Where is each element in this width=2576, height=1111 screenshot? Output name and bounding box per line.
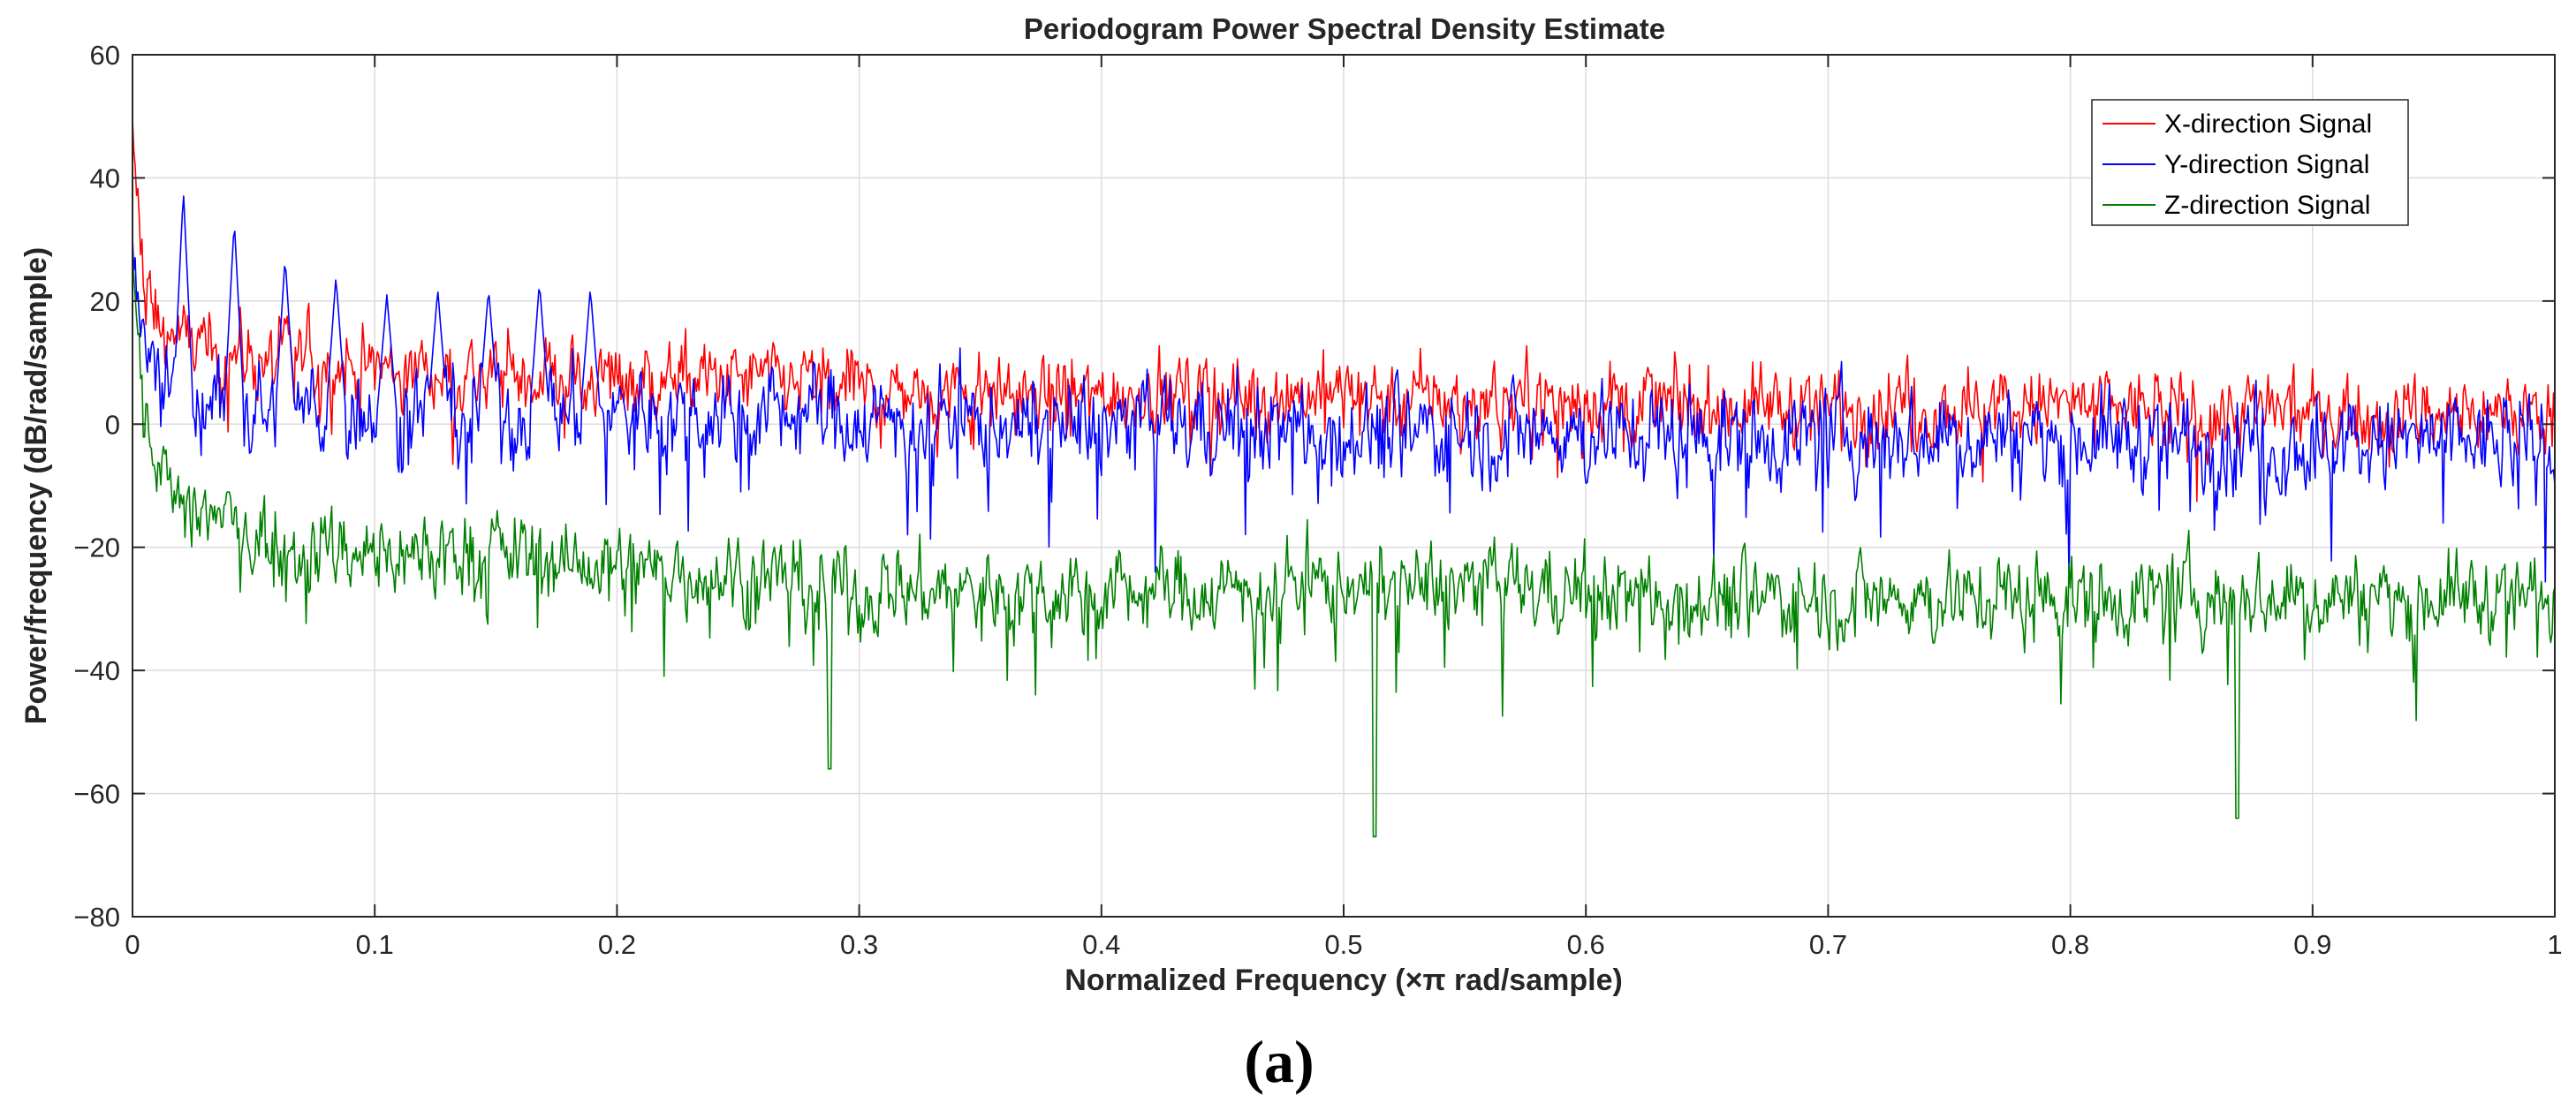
x-tick-label: 0.8 (2051, 929, 2089, 960)
x-tick-label: 0.4 (1082, 929, 1120, 960)
chart-title: Periodogram Power Spectral Density Estim… (1024, 12, 1665, 45)
x-ticks: 0 0.1 0.2 0.3 0.4 0.5 0.6 0.7 0.8 0.9 1 (125, 55, 2563, 960)
legend-label: X-direction Signal (2164, 110, 2372, 139)
x-tick-label: 0.1 (356, 929, 394, 960)
y-axis-label: Power/frequency (dB/rad/sample) (19, 247, 53, 724)
series-line-y (133, 195, 2555, 583)
y-tick-label: 60 (90, 40, 120, 71)
series-line-z (133, 260, 2555, 838)
y-ticks: 60 40 20 0 −20 −40 −60 −80 (73, 40, 2555, 933)
x-tick-label: 0.9 (2293, 929, 2331, 960)
x-tick-label: 0.3 (840, 929, 878, 960)
legend-label: Z-direction Signal (2164, 191, 2370, 220)
y-tick-label: 20 (90, 286, 120, 317)
y-tick-label: 40 (90, 162, 120, 193)
y-tick-label: −20 (73, 533, 120, 563)
x-tick-label: 0 (125, 929, 140, 960)
x-axis-label: Normalized Frequency (×π rad/sample) (1064, 964, 1623, 997)
x-tick-label: 0.6 (1567, 929, 1605, 960)
y-tick-label: −60 (73, 779, 120, 810)
x-tick-label: 1 (2547, 929, 2562, 960)
plot-lines (133, 119, 2555, 838)
x-tick-label: 0.7 (1809, 929, 1847, 960)
figure-caption: (a) (1244, 1028, 1314, 1095)
y-tick-label: −40 (73, 655, 120, 686)
y-tick-label: 0 (105, 409, 120, 440)
y-tick-label: −80 (73, 902, 120, 933)
x-tick-label: 0.2 (598, 929, 636, 960)
legend-label: Y-direction Signal (2164, 150, 2369, 179)
x-tick-label: 0.5 (1324, 929, 1362, 960)
legend: X-direction Signal Y-direction Signal Z-di… (2091, 99, 2409, 226)
